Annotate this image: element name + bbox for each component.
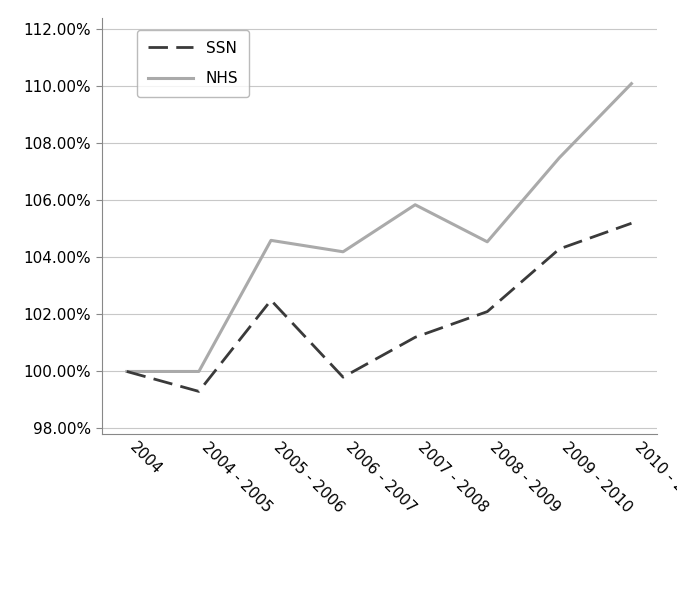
SSN bbox=[195, 388, 203, 395]
SSN bbox=[555, 245, 563, 253]
NHS bbox=[339, 248, 347, 256]
SSN bbox=[483, 308, 492, 315]
SSN bbox=[339, 373, 347, 380]
SSN bbox=[267, 297, 275, 304]
Line: NHS: NHS bbox=[127, 84, 632, 371]
NHS bbox=[628, 80, 636, 87]
NHS bbox=[555, 154, 563, 162]
SSN bbox=[123, 368, 131, 375]
NHS bbox=[411, 201, 419, 209]
SSN bbox=[628, 219, 636, 227]
NHS bbox=[123, 368, 131, 375]
NHS bbox=[267, 237, 275, 244]
Line: SSN: SSN bbox=[127, 223, 632, 391]
NHS bbox=[483, 238, 492, 245]
SSN bbox=[411, 333, 419, 341]
NHS bbox=[195, 368, 203, 375]
Legend: SSN, NHS: SSN, NHS bbox=[137, 30, 249, 96]
